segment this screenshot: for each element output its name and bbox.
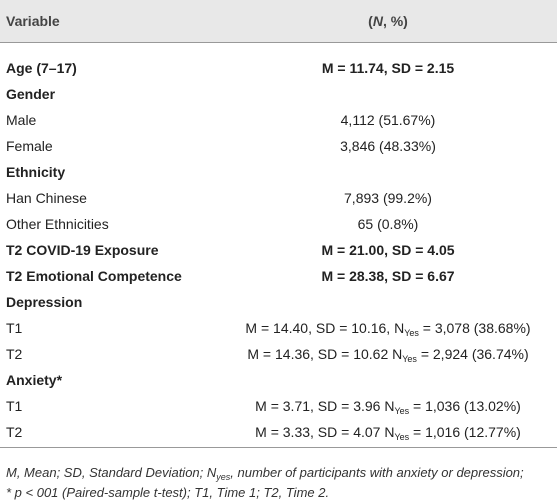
header-cell: (N, %) xyxy=(218,0,557,42)
text-part: = 3,078 (38.68%) xyxy=(418,320,531,336)
value-cell: M = 28.38, SD = 6.67 xyxy=(321,268,455,284)
value-cell: M = 14.36, SD = 10.62 NYes = 2,924 (36.7… xyxy=(218,341,557,367)
variable-cell: Gender xyxy=(6,86,56,102)
table-row: Ethnicity xyxy=(0,159,557,185)
text-part: ( xyxy=(368,13,373,29)
text-part: M = 14.36, SD = 10.62 N xyxy=(247,346,403,362)
table-row: T1 M = 14.40, SD = 10.16, NYes = 3,078 (3… xyxy=(0,315,557,341)
text-part: , %) xyxy=(382,13,408,29)
text-part: * p < 001 (Paired-sample t-test); T1, Ti… xyxy=(6,485,330,500)
variable-cell: Anxiety* xyxy=(6,372,63,388)
text-part: yes xyxy=(216,472,231,482)
table-row: Anxiety* xyxy=(0,367,557,393)
value-cell: 4,112 (51.67%) xyxy=(340,112,436,128)
table-row: T2 Emotional Competence M = 28.38, SD = 6… xyxy=(0,263,557,289)
text-part: = 1,036 (13.02%) xyxy=(409,398,521,414)
variable-cell: Age (7–17) xyxy=(6,60,77,76)
variable-cell: T2 xyxy=(6,346,23,362)
table-row: Other Ethnicities 65 (0.8%) xyxy=(0,211,557,237)
text-part: M = 14.40, SD = 10.16, N xyxy=(245,320,405,336)
header-row: Variable (N, %) xyxy=(0,0,557,43)
table-row: Depression xyxy=(0,289,557,315)
table-row: Female 3,846 (48.33%) xyxy=(0,133,557,159)
value-cell: M = 11.74, SD = 2.15 xyxy=(321,60,455,76)
variable-cell: T2 xyxy=(6,424,23,440)
variable-cell: Depression xyxy=(6,294,83,310)
value-cell: 7,893 (99.2%) xyxy=(344,190,432,206)
footnote: * p < 001 (Paired-sample t-test); T1, Ti… xyxy=(6,485,329,500)
text-part: M, Mean; SD, Standard Deviation; N xyxy=(6,465,217,480)
text-part: M = 3.33, SD = 4.07 N xyxy=(255,424,395,440)
table-row: T1 M = 3.71, SD = 3.96 NYes = 1,036 (13.0… xyxy=(0,393,557,419)
value-cell: M = 21.00, SD = 4.05 xyxy=(321,242,455,258)
footnote: M, Mean; SD, Standard Deviation; Nyes, n… xyxy=(6,465,524,482)
variable-cell: Other Ethnicities xyxy=(6,216,109,232)
text-part: Yes xyxy=(404,328,419,338)
table-row: Male 4,112 (51.67%) xyxy=(0,107,557,133)
variable-cell: T2 Emotional Competence xyxy=(6,268,182,284)
table-row: T2 COVID-19 Exposure M = 21.00, SD = 4.05 xyxy=(0,237,557,263)
table-rule xyxy=(0,447,557,448)
text-part: = 2,924 (36.74%) xyxy=(416,346,529,362)
variable-cell: T1 xyxy=(6,398,23,414)
value-cell: M = 14.40, SD = 10.16, NYes = 3,078 (38.… xyxy=(218,315,557,341)
table-row: Gender xyxy=(0,81,557,107)
text-part: Yes xyxy=(394,432,410,442)
variable-cell: Female xyxy=(6,138,53,154)
table-row: Han Chinese 7,893 (99.2%) xyxy=(0,185,557,211)
text-part: Yes xyxy=(402,354,417,364)
text-part: N xyxy=(372,13,383,29)
value-cell: M = 3.71, SD = 3.96 NYes = 1,036 (13.02%… xyxy=(218,393,557,419)
text-part: , number of participants with anxiety or… xyxy=(230,465,524,480)
variable-cell: T2 COVID-19 Exposure xyxy=(6,242,159,258)
value-cell: M = 3.33, SD = 4.07 NYes = 1,016 (12.77%… xyxy=(218,419,557,445)
text-part: = 1,016 (12.77%) xyxy=(409,424,521,440)
table-row: T2 M = 3.33, SD = 4.07 NYes = 1,016 (12.7… xyxy=(0,419,557,445)
value-cell: 3,846 (48.33%) xyxy=(340,138,436,154)
variable-cell: Male xyxy=(6,112,37,128)
header-cell: Variable xyxy=(6,13,60,29)
variable-cell: T1 xyxy=(6,320,23,336)
variable-cell: Han Chinese xyxy=(6,190,87,206)
variable-cell: Ethnicity xyxy=(6,164,66,180)
table-row: Age (7–17) M = 11.74, SD = 2.15 xyxy=(0,55,557,81)
table-row: T2 M = 14.36, SD = 10.62 NYes = 2,924 (36… xyxy=(0,341,557,367)
text-part: M = 3.71, SD = 3.96 N xyxy=(255,398,395,414)
text-part: Yes xyxy=(394,406,410,416)
value-cell: 65 (0.8%) xyxy=(357,216,419,232)
